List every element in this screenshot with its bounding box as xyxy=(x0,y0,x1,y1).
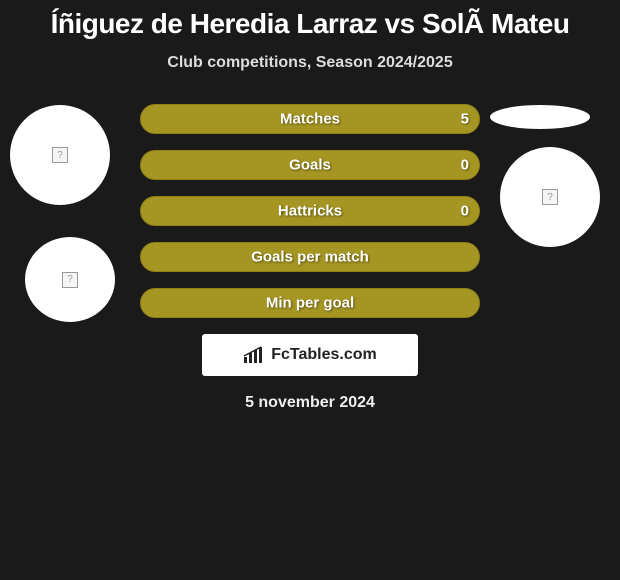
stat-bars: Matches 5 Goals 0 Hattricks 0 Goals per … xyxy=(140,102,480,318)
stat-label: Min per goal xyxy=(266,295,354,312)
stat-right: 5 xyxy=(461,111,469,128)
snapshot-date: 5 november 2024 xyxy=(0,394,620,412)
page-subtitle: Club competitions, Season 2024/2025 xyxy=(0,54,620,72)
placeholder-icon: ? xyxy=(542,189,558,205)
placeholder-icon: ? xyxy=(52,147,68,163)
stat-bar-hattricks: Hattricks 0 xyxy=(140,196,480,226)
stat-bar-goals-per-match: Goals per match xyxy=(140,242,480,272)
stat-label: Goals per match xyxy=(251,249,369,266)
player2-avatar-a xyxy=(490,105,590,129)
stat-bar-min-per-goal: Min per goal xyxy=(140,288,480,318)
player1-avatar-b: ? xyxy=(25,237,115,322)
stat-label: Goals xyxy=(289,157,331,174)
stat-bar-matches: Matches 5 xyxy=(140,104,480,134)
comparison-content: ? ? ? Matches 5 Goals 0 Hattricks 0 Goal… xyxy=(0,102,620,412)
placeholder-icon: ? xyxy=(62,272,78,288)
page-title: Íñiguez de Heredia Larraz vs SolÃ Mateu xyxy=(0,0,620,40)
stat-bar-goals: Goals 0 xyxy=(140,150,480,180)
branding-badge: FcTables.com xyxy=(202,334,418,376)
player2-avatar-b: ? xyxy=(500,147,600,247)
barchart-icon xyxy=(243,346,265,364)
stat-label: Hattricks xyxy=(278,203,342,220)
stat-right: 0 xyxy=(461,203,469,220)
stat-label: Matches xyxy=(280,111,340,128)
player1-avatar-a: ? xyxy=(10,105,110,205)
branding-text: FcTables.com xyxy=(271,346,377,364)
stat-right: 0 xyxy=(461,157,469,174)
